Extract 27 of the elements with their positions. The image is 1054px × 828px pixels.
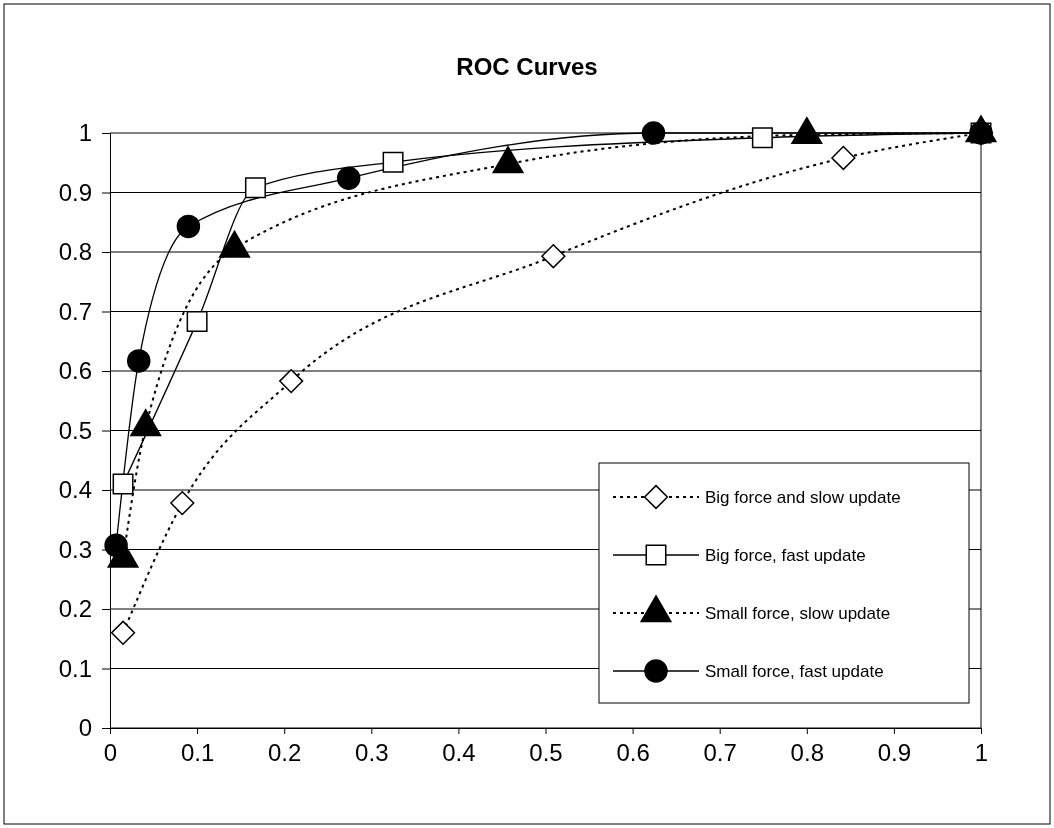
legend-label: Small force, fast update — [705, 662, 884, 681]
y-tick-label: 1 — [78, 119, 92, 147]
y-tick-label: 0.9 — [58, 178, 92, 206]
y-tick-label: 0 — [78, 714, 92, 742]
x-tick-label: 1 — [974, 739, 989, 767]
legend-label: Small force, slow update — [705, 604, 891, 623]
x-tick-label: 0.1 — [180, 739, 215, 767]
y-tick-label: 0.3 — [58, 535, 92, 563]
y-tick-label: 0.5 — [58, 416, 92, 444]
y-tick-label: 0.7 — [58, 297, 92, 325]
y-tick-label: 0.6 — [58, 357, 92, 385]
x-tick-label: 0.4 — [442, 739, 476, 767]
y-tick-label: 0.8 — [58, 238, 92, 266]
x-tick-label: 0.5 — [529, 739, 563, 767]
x-tick-label: 0.8 — [790, 739, 824, 767]
x-tick-label: 0.6 — [616, 739, 650, 767]
y-tick-label: 0.2 — [58, 595, 92, 623]
legend-label: Big force, fast update — [705, 546, 866, 565]
x-tick-label: 0.2 — [268, 739, 302, 767]
x-tick-label: 0 — [103, 739, 118, 767]
x-tick-label: 0.3 — [355, 739, 389, 767]
y-tick-label: 0.1 — [58, 654, 92, 682]
chart-title: ROC Curves — [456, 53, 598, 80]
x-tick-label: 0.7 — [703, 739, 737, 767]
x-tick-label: 0.9 — [877, 739, 912, 767]
y-tick-label: 0.4 — [58, 476, 92, 504]
legend-label: Big force and slow update — [705, 488, 901, 507]
